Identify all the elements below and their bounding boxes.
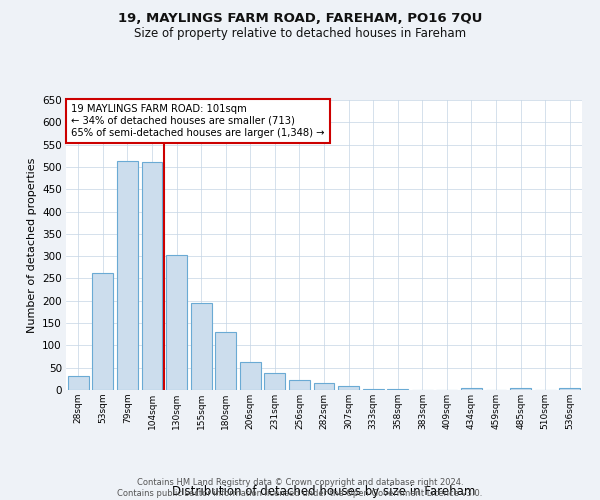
Bar [362,388,383,390]
Y-axis label: Number of detached properties: Number of detached properties [26,158,37,332]
Text: Contains HM Land Registry data © Crown copyright and database right 2024.
Contai: Contains HM Land Registry data © Crown c… [118,478,482,498]
Bar [387,389,408,390]
Bar [68,376,89,390]
Bar [559,388,580,390]
Bar [215,332,236,390]
Bar [191,303,212,390]
Bar [289,380,310,390]
Bar [240,362,261,390]
Bar [461,388,482,390]
Bar [142,162,163,390]
Bar [166,255,187,390]
Bar [92,272,113,390]
Text: Size of property relative to detached houses in Fareham: Size of property relative to detached ho… [134,28,466,40]
Bar [510,388,531,390]
Bar [314,383,334,390]
Bar [265,372,286,390]
Text: 19, MAYLINGS FARM ROAD, FAREHAM, PO16 7QU: 19, MAYLINGS FARM ROAD, FAREHAM, PO16 7Q… [118,12,482,26]
Bar [338,386,359,390]
Text: 19 MAYLINGS FARM ROAD: 101sqm
← 34% of detached houses are smaller (713)
65% of : 19 MAYLINGS FARM ROAD: 101sqm ← 34% of d… [71,104,325,138]
X-axis label: Distribution of detached houses by size in Fareham: Distribution of detached houses by size … [172,484,476,498]
Bar [117,161,138,390]
